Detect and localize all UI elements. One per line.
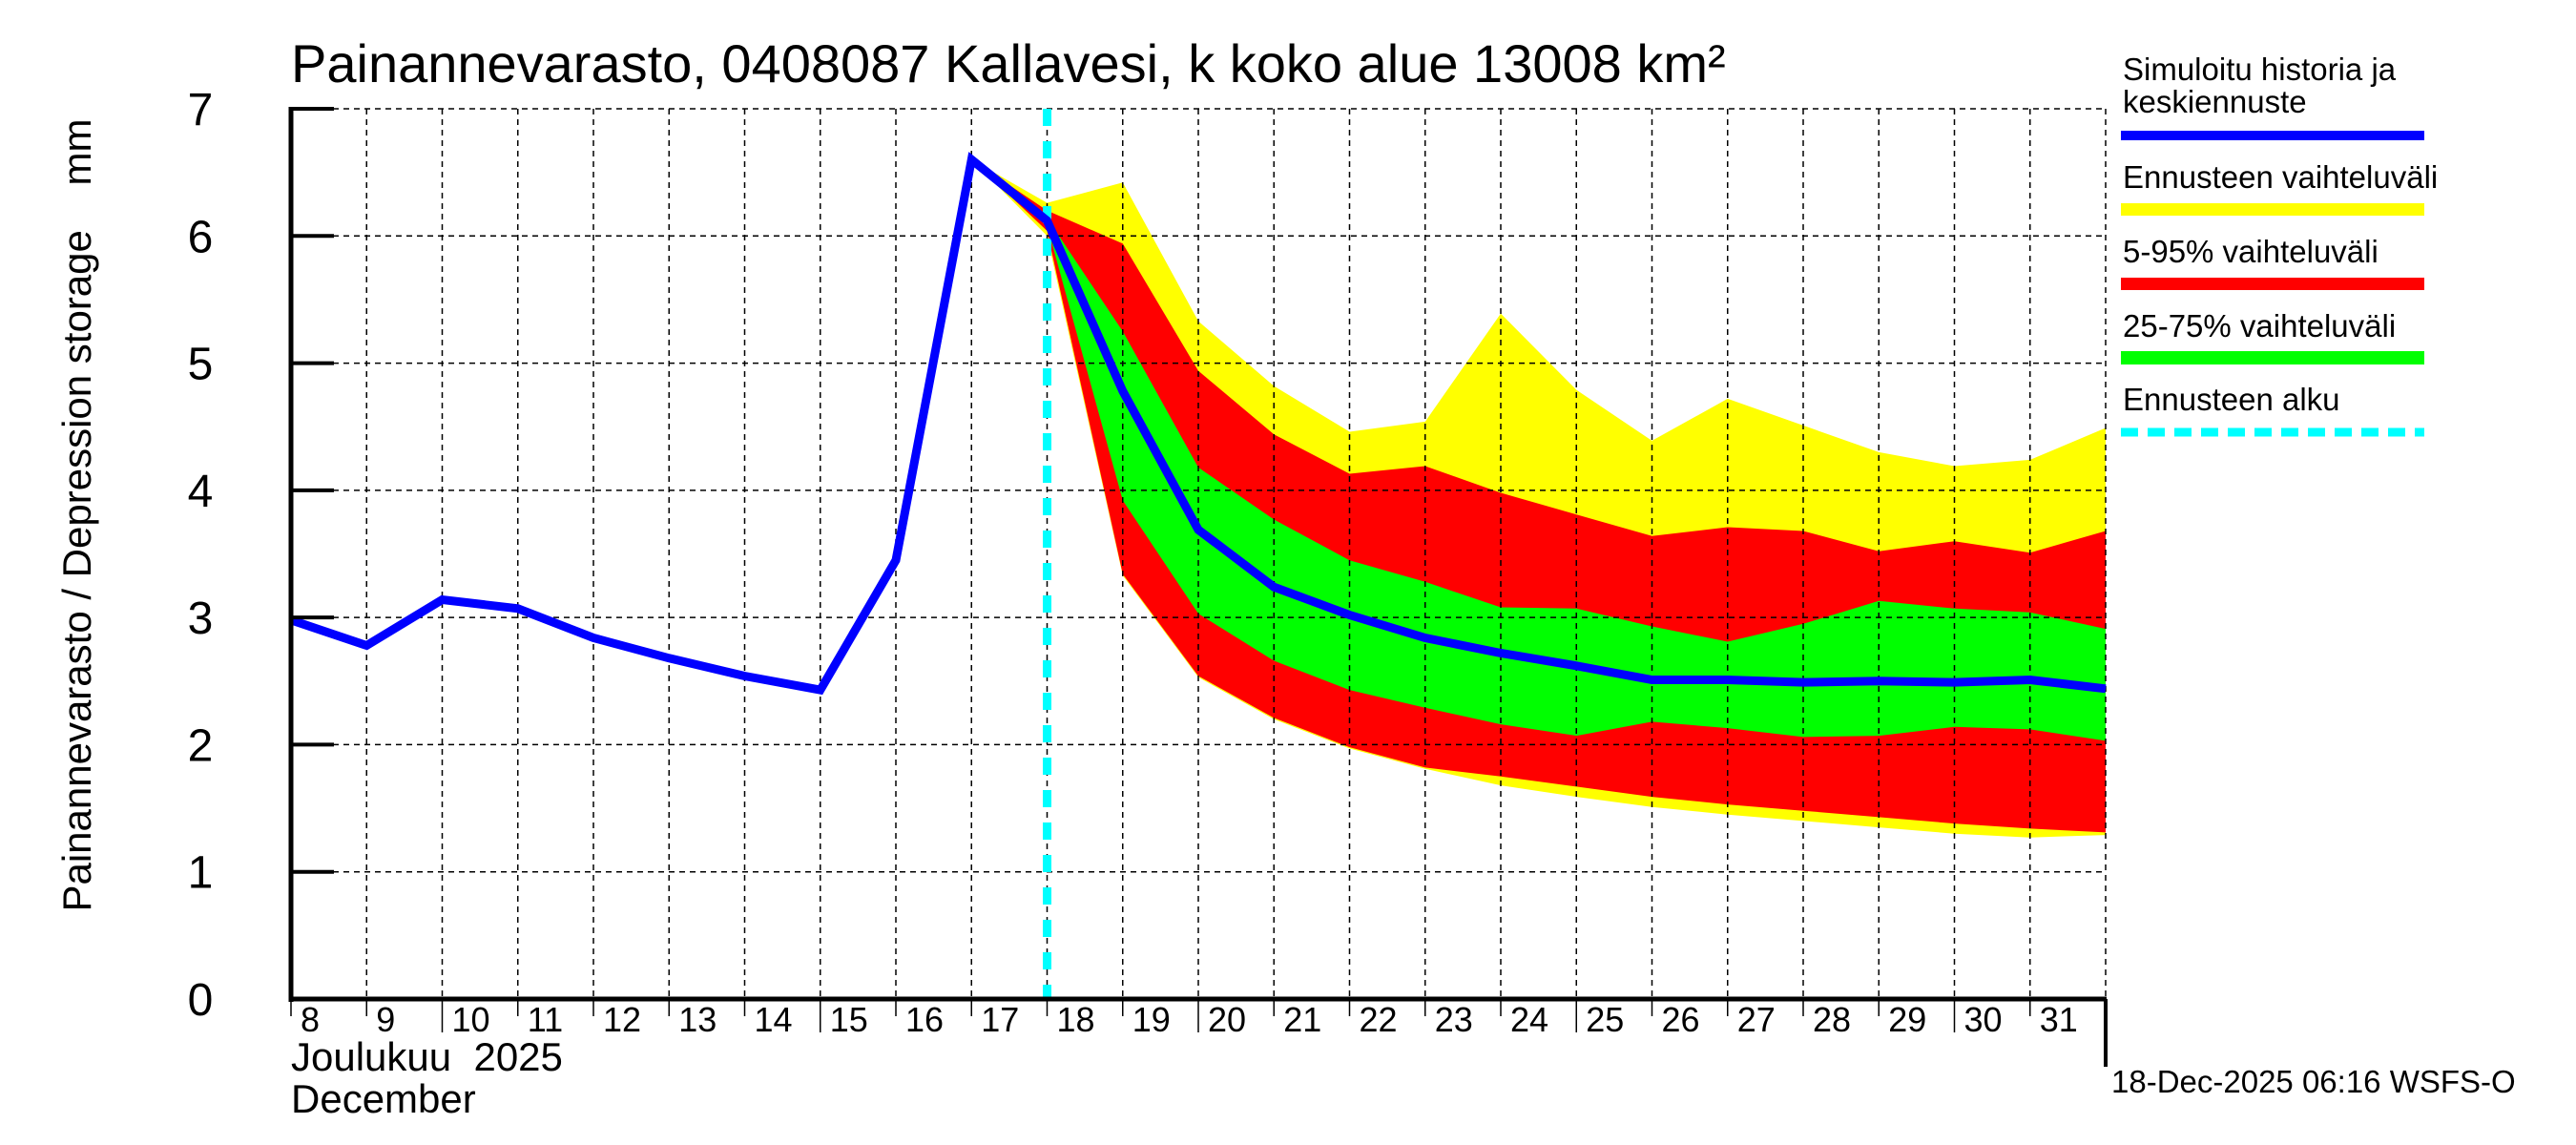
x-tick-label: 8 <box>301 1000 320 1039</box>
x-tick-label: 30 <box>1964 1000 2003 1039</box>
x-axis-ticks: 8 9 10 11 12 13 14 15 16 17 18 19 20 21 22 23 24 25 26 27 28… <box>290 999 2078 1039</box>
series-line-simulated <box>289 152 2107 696</box>
x-tick-label: 19 <box>1132 1000 1171 1039</box>
legend-label-simulated: Simuloitu historia ja <box>2123 52 2397 87</box>
legend-label-forecast-start: Ennusteen alku <box>2123 382 2340 417</box>
legend-swatch-forecast-range <box>2121 203 2424 216</box>
x-tick-label: 15 <box>830 1000 868 1039</box>
y-tick-label: 3 <box>188 593 214 644</box>
y-tick-label: 5 <box>188 340 214 390</box>
forecast-bands <box>971 159 2106 838</box>
x-tick-label: 24 <box>1510 1000 1548 1039</box>
x-axis-month-en: December <box>291 1076 476 1121</box>
x-tick-label: 17 <box>981 1000 1019 1039</box>
x-tick-label: 10 <box>452 1000 490 1039</box>
x-tick-label: 12 <box>603 1000 641 1039</box>
x-tick-label: 27 <box>1737 1000 1776 1039</box>
x-tick-label: 31 <box>2040 1000 2078 1039</box>
legend-label-5-95: 5-95% vaihteluväli <box>2123 234 2379 269</box>
legend-label-forecast-range: Ennusteen vaihteluväli <box>2123 159 2438 195</box>
x-tick-label: 22 <box>1360 1000 1398 1039</box>
grid-lines <box>291 108 2107 999</box>
x-tick-label: 20 <box>1208 1000 1246 1039</box>
x-tick-label: 18 <box>1057 1000 1095 1039</box>
x-tick-label: 26 <box>1662 1000 1700 1039</box>
x-tick-label: 28 <box>1813 1000 1851 1039</box>
y-tick-label: 2 <box>188 720 214 771</box>
y-axis-ticks: 0 1 2 3 4 5 6 7 <box>188 85 334 1026</box>
x-axis-month-fi: Joulukuu 2025 <box>291 1034 563 1079</box>
x-tick-label: 23 <box>1435 1000 1473 1039</box>
timestamp: 18-Dec-2025 06:16 WSFS-O <box>2111 1064 2516 1099</box>
y-tick-label: 4 <box>188 467 214 517</box>
x-tick-label: 9 <box>376 1000 395 1039</box>
y-tick-label: 6 <box>188 212 214 262</box>
legend-swatch-5-95 <box>2121 278 2424 290</box>
x-tick-label: 16 <box>905 1000 944 1039</box>
x-tick-label: 21 <box>1283 1000 1321 1039</box>
legend: Simuloitu historia ja keskiennuste Ennus… <box>2121 52 2438 437</box>
x-tick-label: 25 <box>1586 1000 1624 1039</box>
legend-swatch-simulated <box>2121 131 2424 140</box>
x-tick-label: 11 <box>528 1000 563 1039</box>
chart-title: Painannevarasto, 0408087 Kallavesi, k ko… <box>291 33 1726 94</box>
y-axis-label: Painannevarasto / Depression storage mm <box>54 118 99 911</box>
y-tick-label: 0 <box>188 975 214 1026</box>
legend-swatch-25-75 <box>2121 351 2424 364</box>
x-tick-label: 14 <box>755 1000 793 1039</box>
y-tick-label: 1 <box>188 848 214 899</box>
legend-label-25-75: 25-75% vaihteluväli <box>2123 308 2396 344</box>
x-tick-label: 29 <box>1888 1000 1926 1039</box>
y-tick-label: 7 <box>188 85 214 135</box>
band-25-75-vaihteluv-li <box>971 159 2106 741</box>
legend-label-simulated-line2: keskiennuste <box>2123 84 2307 119</box>
x-tick-label: 13 <box>678 1000 717 1039</box>
